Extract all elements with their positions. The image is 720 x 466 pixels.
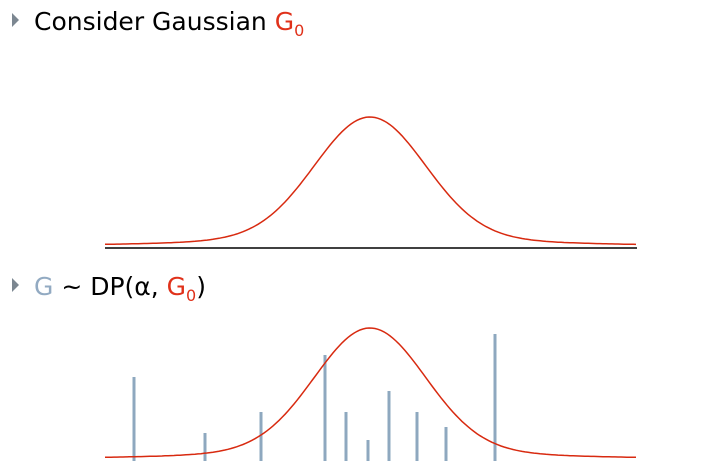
subscript: 0 xyxy=(294,21,304,40)
text: Consider Gaussian xyxy=(34,7,275,36)
text: ~ DP(α, xyxy=(53,272,166,301)
bullet-text: G ~ DP(α, G0) xyxy=(34,272,206,305)
lead-symbol: G xyxy=(34,272,53,301)
gaussian-curve xyxy=(105,327,636,459)
gaussian-curve xyxy=(105,116,637,246)
bullet-marker xyxy=(12,278,19,292)
subscript: 0 xyxy=(186,286,196,305)
symbol: G xyxy=(275,7,294,36)
text: ) xyxy=(196,272,206,301)
bullet-text: Consider Gaussian G0 xyxy=(34,7,304,40)
bullet-marker xyxy=(12,13,19,27)
symbol: G xyxy=(167,272,186,301)
atoms xyxy=(132,334,497,461)
